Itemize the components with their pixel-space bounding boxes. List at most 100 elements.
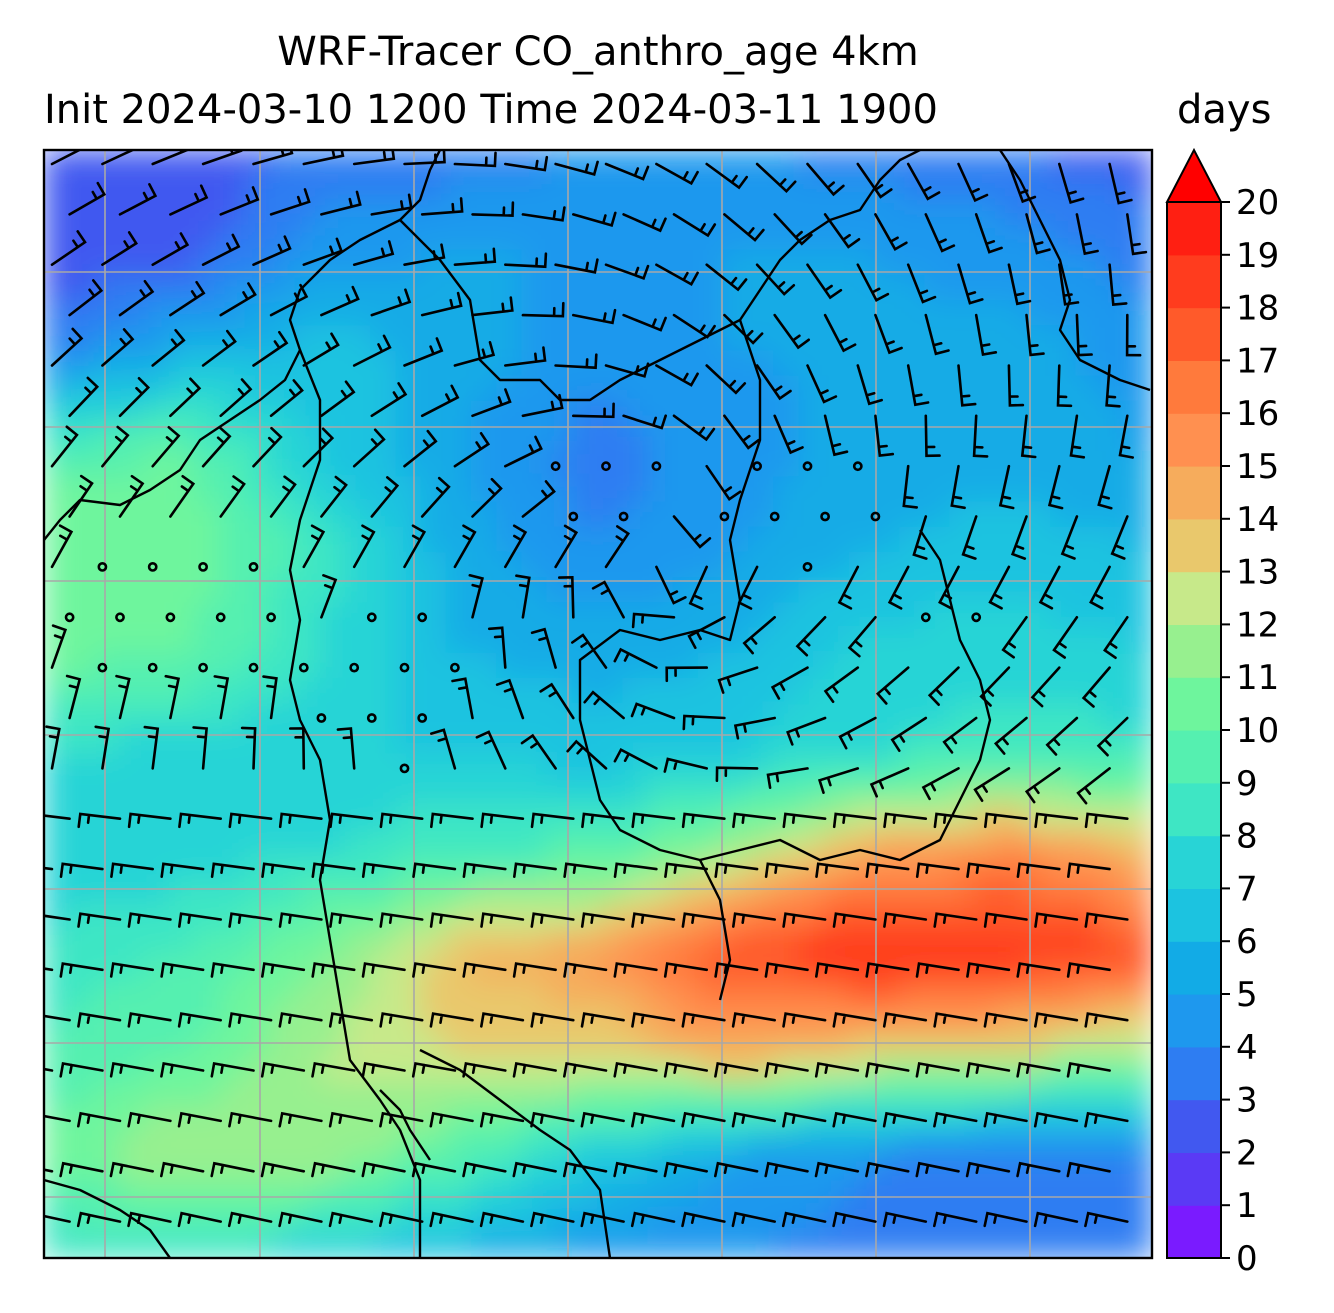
field-cell: [168, 980, 197, 1008]
field-cell: [798, 325, 826, 353]
field-cell: [294, 1030, 322, 1058]
field-cell: [823, 703, 851, 731]
field-cell: [748, 476, 776, 504]
field-cell: [168, 1005, 197, 1033]
field-cell: [521, 904, 549, 932]
field-cell: [471, 551, 499, 580]
field-cell: [1125, 753, 1152, 781]
field-cell: [949, 879, 977, 907]
field-cell: [420, 375, 448, 403]
field-cell: [622, 274, 650, 303]
field-cell: [395, 677, 423, 705]
field-cell: [44, 677, 71, 705]
field-cell: [722, 1030, 751, 1058]
field-cell: [874, 1005, 902, 1033]
field-cell: [1075, 400, 1103, 428]
field-cell: [68, 904, 96, 932]
field-cell: [974, 627, 1002, 655]
field-cell: [924, 1005, 952, 1033]
field-cell: [571, 929, 599, 957]
field-cell: [143, 828, 171, 857]
field-cell: [44, 199, 71, 227]
field-cell: [647, 1030, 675, 1058]
field-cell: [68, 879, 96, 907]
field-cell: [748, 703, 776, 731]
field-cell: [899, 325, 927, 353]
field-cell: [773, 476, 801, 504]
field-cell: [244, 451, 272, 479]
field-cell: [118, 828, 146, 857]
field-cell: [823, 1030, 851, 1058]
colorbar-segment: [1167, 782, 1221, 837]
field-cell: [949, 980, 977, 1008]
field-cell: [597, 174, 625, 202]
field-cell: [949, 1080, 977, 1108]
field-cell: [370, 904, 398, 932]
field-cell: [974, 980, 1002, 1008]
field-cell: [647, 426, 675, 454]
field-cell: [874, 778, 902, 806]
field-cell: [320, 929, 348, 957]
field-cell: [345, 1131, 373, 1159]
field-cell: [848, 476, 876, 504]
field-cell: [874, 828, 902, 857]
field-cell: [748, 300, 776, 328]
field-cell: [899, 778, 927, 806]
field-cell: [194, 300, 222, 328]
colorbar-tick-label: 19: [1236, 236, 1279, 276]
field-cell: [168, 652, 197, 680]
field-cell: [521, 150, 549, 177]
field-cell: [848, 602, 876, 630]
field-cell: [269, 274, 297, 303]
field-cell: [622, 778, 650, 806]
field-cell: [924, 526, 952, 554]
field-cell: [546, 602, 574, 630]
field-cell: [647, 375, 675, 403]
field-cell: [68, 778, 96, 806]
field-cell: [546, 828, 574, 857]
field-cell: [44, 703, 71, 731]
field-cell: [722, 1131, 751, 1159]
field-cell: [647, 677, 675, 705]
field-cell: [848, 728, 876, 756]
field-cell: [597, 753, 625, 781]
field-cell: [93, 828, 121, 857]
field-cell: [395, 325, 423, 353]
field-cell: [924, 274, 952, 303]
field-cell: [546, 199, 574, 227]
field-cell: [1050, 778, 1078, 806]
field-cell: [445, 526, 474, 554]
field-cell: [521, 1030, 549, 1058]
chart-subtitle: Init 2024-03-10 1200 Time 2024-03-11 190…: [44, 87, 938, 133]
field-cell: [445, 426, 474, 454]
field-cell: [697, 375, 725, 403]
field-cell: [68, 677, 96, 705]
field-cell: [219, 551, 247, 580]
field-cell: [622, 728, 650, 756]
field-cell: [244, 753, 272, 781]
colorbar-tick-label: 16: [1236, 394, 1279, 434]
field-cell: [622, 325, 650, 353]
field-cell: [269, 753, 297, 781]
field-cell: [848, 980, 876, 1008]
field-cell: [118, 526, 146, 554]
field-cell: [748, 400, 776, 428]
field-cell: [320, 1131, 348, 1159]
field-cell: [219, 828, 247, 857]
field-cell: [949, 224, 977, 252]
field-cell: [622, 1030, 650, 1058]
field-cell: [748, 980, 776, 1008]
field-cell: [68, 1030, 96, 1058]
field-cell: [798, 652, 826, 680]
field-cell: [420, 1005, 448, 1033]
field-cell: [722, 1080, 751, 1108]
field-cell: [924, 828, 952, 857]
field-cell: [697, 476, 725, 504]
field-cell: [773, 677, 801, 705]
field-cell: [294, 778, 322, 806]
field-cell: [748, 677, 776, 705]
field-cell: [294, 980, 322, 1008]
field-cell: [647, 879, 675, 907]
field-cell: [1050, 828, 1078, 857]
